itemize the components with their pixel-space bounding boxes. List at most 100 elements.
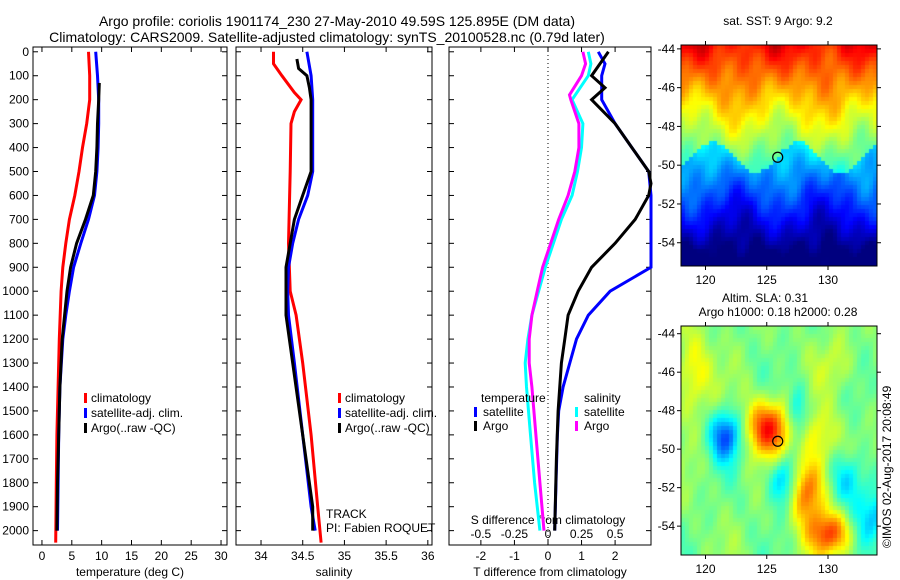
y-tick-label: 1600 xyxy=(2,428,29,442)
x-axis-label: salinity xyxy=(316,565,353,579)
x-tick-label: 5 xyxy=(68,549,75,563)
legend-label: climatology xyxy=(345,391,405,405)
pi-label: PI: Fabien ROQUET xyxy=(326,521,436,535)
x-tick-label: 10 xyxy=(95,549,109,563)
lat-tick-label: -52 xyxy=(658,197,676,211)
series-line-s-argo xyxy=(527,51,588,531)
y-tick-label: 900 xyxy=(9,260,29,274)
x-tick-label: 34 xyxy=(254,549,268,563)
title-line-1: Argo profile: coriolis 1901174_230 27-Ma… xyxy=(99,13,575,29)
lat-tick-label: -50 xyxy=(658,158,676,172)
legend-swatch xyxy=(474,421,477,431)
lat-tick-label: -46 xyxy=(658,365,676,379)
s-axis-label: S difference from climatology xyxy=(471,513,626,527)
series-line-climatology xyxy=(54,51,92,543)
x-axis-label: T difference from climatology xyxy=(473,565,627,579)
x-tick-label: 35.5 xyxy=(374,549,398,563)
legend-label: satellite-adj. clim. xyxy=(91,406,183,420)
legend-swatch xyxy=(575,421,578,431)
lon-tick-label: 120 xyxy=(695,273,715,287)
legend-label: climatology xyxy=(91,391,151,405)
lat-tick-label: -44 xyxy=(658,327,676,341)
y-tick-label: 100 xyxy=(9,69,29,83)
s-tick-label: -0.25 xyxy=(501,527,529,541)
y-tick-label: 1300 xyxy=(2,356,29,370)
sla-heatmap xyxy=(681,326,877,555)
series-line-climatology xyxy=(272,51,323,543)
y-tick-label: 1900 xyxy=(2,500,29,514)
plot-frame xyxy=(448,46,652,546)
legend-swatch xyxy=(338,393,341,403)
series-line-satellite-adj-clim- xyxy=(56,51,101,531)
plot-frame xyxy=(32,46,228,546)
x-tick-label: 0 xyxy=(545,549,552,563)
x-tick-label: -1 xyxy=(509,549,520,563)
legend-label: Argo(..raw -QC) xyxy=(91,421,176,435)
legend-swatch xyxy=(338,408,341,418)
sla-map-title: Altim. SLA: 0.31 xyxy=(722,291,808,305)
lat-tick-label: -50 xyxy=(658,442,676,456)
lat-tick-label: -54 xyxy=(658,519,676,533)
title-line-2: Climatology: CARS2009. Satellite-adjuste… xyxy=(49,29,605,45)
x-axis-label: temperature (deg C) xyxy=(76,565,184,579)
sla-map-axes: 120 125 130 -44 -46 -48 -50 -52 -54 xyxy=(658,322,881,576)
lon-tick-label: 125 xyxy=(757,273,777,287)
x-tick-label: 35 xyxy=(338,549,352,563)
lon-tick-label: 130 xyxy=(818,273,838,287)
y-tick-label: 1200 xyxy=(2,332,29,346)
legend-title-temperature: temperature xyxy=(481,391,546,405)
y-tick-label: 1500 xyxy=(2,404,29,418)
legend-label: Argo(..raw -QC) xyxy=(345,421,430,435)
legend-label: satellite-adj. clim. xyxy=(345,406,437,420)
temperature-panel: 0 5 10 15 20 25 30 temperature (deg C) 0 100 200 30… xyxy=(2,45,228,579)
plot-frame xyxy=(235,46,433,546)
lon-tick-label: 125 xyxy=(757,562,777,576)
legend-swatch xyxy=(84,393,87,403)
legend-swatch xyxy=(575,407,578,417)
map-frame xyxy=(680,44,878,267)
legend-swatch xyxy=(84,423,87,433)
x-tick-label: 20 xyxy=(155,549,169,563)
lat-tick-label: -48 xyxy=(658,404,676,418)
s-tick-label: 0.5 xyxy=(607,527,624,541)
lon-tick-label: 120 xyxy=(695,562,715,576)
lat-tick-label: -52 xyxy=(658,481,676,495)
legend-title-salinity: salinity xyxy=(584,391,621,405)
track-label: TRACK xyxy=(326,507,367,521)
argo-position-marker xyxy=(772,435,784,447)
x-tick-label: 0 xyxy=(39,549,46,563)
x-tick-label: 1 xyxy=(578,549,585,563)
x-tick-label: 25 xyxy=(185,549,199,563)
argo-position-marker xyxy=(772,151,784,163)
difference-panel: -2 -1 0 1 2 T difference from climatology -0.5… xyxy=(448,46,653,579)
legend-label: Argo xyxy=(584,419,610,433)
y-tick-label: 1800 xyxy=(2,476,29,490)
sst-heatmap xyxy=(681,45,877,266)
legend-label: satellite xyxy=(483,405,524,419)
x-tick-label: 30 xyxy=(214,549,228,563)
lat-tick-label: -48 xyxy=(658,119,676,133)
x-tick-label: 15 xyxy=(125,549,139,563)
s-tick-label: 0.25 xyxy=(570,527,594,541)
x-tick-label: 2 xyxy=(612,549,619,563)
legend-label: satellite xyxy=(584,405,625,419)
series-line-t-satellite xyxy=(553,51,653,531)
x-tick-label: -2 xyxy=(476,549,487,563)
y-tick-label: 1100 xyxy=(3,308,29,322)
y-tick-label: 800 xyxy=(9,236,29,250)
sst-map-axes: 120 125 130 -44 -46 -48 -50 -52 -54 xyxy=(658,41,881,287)
y-tick-label: 0 xyxy=(22,45,29,59)
x-tick-label: 34.5 xyxy=(291,549,315,563)
y-tick-label: 1000 xyxy=(2,284,29,298)
y-tick-label: 400 xyxy=(9,141,29,155)
sla-map-subtitle: Argo h1000: 0.18 h2000: 0.28 xyxy=(699,305,858,319)
lat-tick-label: -54 xyxy=(658,236,676,250)
y-tick-label: 1700 xyxy=(2,452,29,466)
y-tick-label: 2000 xyxy=(2,524,29,538)
lat-tick-label: -46 xyxy=(658,81,676,95)
series-line-argo-raw-qc- xyxy=(284,58,315,531)
y-tick-label: 1400 xyxy=(2,380,29,394)
x-tick-label: 36 xyxy=(421,549,435,563)
salinity-panel: 34 34.5 35 35.5 36 salinity climatologysatelli… xyxy=(235,46,437,579)
